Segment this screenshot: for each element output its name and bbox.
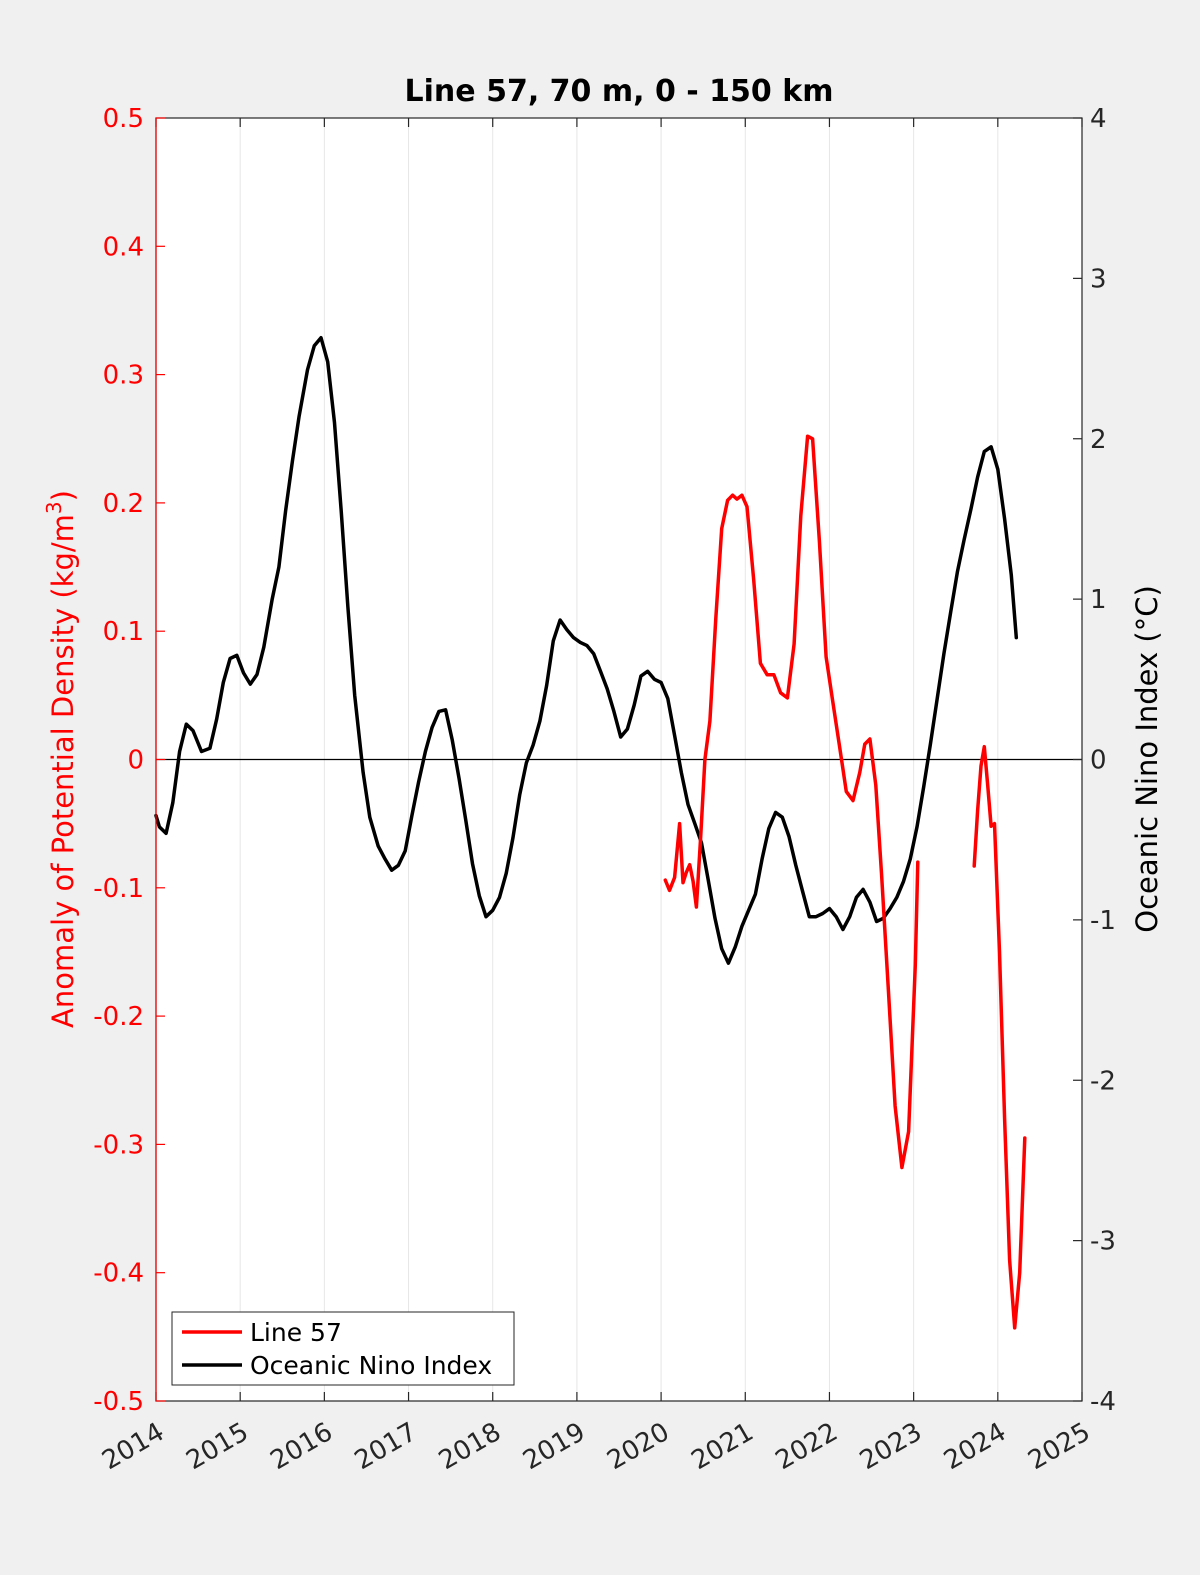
legend-box — [171, 1311, 515, 1386]
y-left-tick-label: -0.5 — [93, 1387, 144, 1417]
x-tick-label: 2019 — [518, 1417, 590, 1476]
x-tick-label: 2024 — [939, 1417, 1011, 1476]
x-tick-label: 2020 — [602, 1417, 674, 1476]
y-left-tick-label: 0.1 — [103, 617, 144, 647]
y-axis-left: 0.5 0.4 0.3 0.2 0.1 0 -0.1 -0.2 -0.3 -0.4 -0.5 — [93, 104, 165, 1417]
line57-series — [663, 434, 920, 1170]
legend: Line 57 Oceanic Nino Index — [171, 1311, 515, 1386]
x-tick-label: 2014 — [97, 1417, 169, 1476]
chart-title: Line 57, 70 m, 0 - 150 km — [405, 74, 834, 109]
oni-series — [154, 335, 1019, 965]
x-tick-label: 2025 — [1023, 1417, 1095, 1476]
y-left-tick-label: -0.4 — [93, 1259, 144, 1289]
x-tick-label: 2022 — [771, 1417, 843, 1476]
y-axis-left-title: Anomaly of Potential Density (kg/m3) — [42, 490, 80, 1028]
x-tick-label: 2023 — [855, 1417, 927, 1476]
y-left-tick-label: 0.4 — [103, 232, 144, 262]
y-left-tick-label: 0.3 — [103, 361, 144, 391]
y-left-tick-label: 0.2 — [103, 489, 144, 519]
y-right-tick-label: -3 — [1090, 1227, 1116, 1257]
y-right-tick-label: 3 — [1090, 264, 1107, 294]
y-left-tick-label: -0.1 — [93, 874, 144, 904]
x-tick-label: 2018 — [434, 1417, 506, 1476]
series-group — [154, 335, 1027, 1330]
x-tick-label: 2017 — [350, 1417, 422, 1476]
x-tick-label: 2016 — [266, 1417, 338, 1476]
y-right-tick-label: -1 — [1090, 906, 1116, 936]
y-right-tick-label: 1 — [1090, 585, 1107, 615]
y-left-tick-label: 0.5 — [103, 104, 144, 134]
y-right-tick-label: 4 — [1090, 104, 1107, 134]
y-left-tick-label: -0.3 — [93, 1130, 144, 1160]
legend-line57-label: Line 57 — [250, 1318, 342, 1347]
y-right-tick-label: 0 — [1090, 746, 1107, 776]
y-right-tick-label: -4 — [1090, 1387, 1116, 1417]
y-right-tick-label: -2 — [1090, 1066, 1116, 1096]
y-right-tick-label: 2 — [1090, 425, 1107, 455]
y-left-tick-label: 0 — [127, 746, 144, 776]
x-tick-label: 2015 — [181, 1417, 253, 1476]
legend-oni-label: Oceanic Nino Index — [250, 1351, 492, 1380]
y-axis-right-title: Oceanic Nino Index (°C) — [1130, 585, 1164, 933]
y-axis-right: 4 3 2 1 0 -1 -2 -3 -4 — [1073, 104, 1116, 1417]
line57-series — [972, 744, 1027, 1330]
x-tick-label: 2021 — [686, 1417, 758, 1476]
y-left-tick-label: -0.2 — [93, 1002, 144, 1032]
